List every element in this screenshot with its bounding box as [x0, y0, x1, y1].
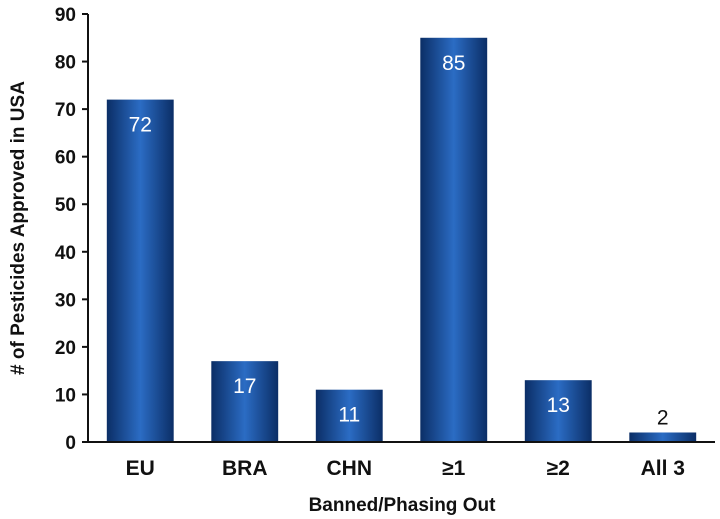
y-tick-label: 90	[55, 5, 76, 26]
y-tick-label: 70	[55, 100, 76, 121]
y-tick-label: 30	[55, 290, 76, 311]
y-tick-label: 0	[65, 433, 76, 454]
x-axis-title: Banned/Phasing Out	[309, 495, 497, 516]
bar	[106, 99, 174, 442]
x-category-label: CHN	[327, 457, 373, 480]
x-category-label: EU	[126, 457, 155, 480]
bar	[524, 380, 592, 442]
bar-data-label: 85	[442, 52, 465, 75]
bar	[315, 389, 383, 442]
x-category-label: BRA	[222, 457, 268, 480]
bars-group: 72 17 11 85 13 2	[106, 37, 697, 443]
y-tick-label: 60	[55, 148, 76, 169]
x-axis-labels: EU BRA CHN ≥1 ≥2 All 3	[126, 457, 685, 480]
y-axis-title: # of Pesticides Approved in USA	[8, 81, 29, 375]
y-tick-label: 20	[55, 338, 76, 359]
bar-data-label: 2	[657, 406, 669, 429]
x-category-label: ≥1	[442, 457, 466, 480]
bar	[420, 37, 488, 443]
y-tick-label: 80	[55, 53, 76, 74]
bar-data-label: 72	[129, 114, 152, 137]
bar	[629, 432, 697, 442]
y-tick-label: 40	[55, 243, 76, 264]
x-category-label: All 3	[641, 457, 685, 480]
bar-data-label: 13	[547, 394, 570, 417]
y-tick-label: 10	[55, 385, 76, 406]
y-tick-label: 50	[55, 195, 76, 216]
bar-data-label: 11	[338, 404, 360, 427]
bar-data-label: 17	[233, 375, 256, 398]
y-axis-ticks: 0 10 20 30 40 50 60 70 80 90	[55, 5, 88, 454]
x-category-label: ≥2	[547, 457, 570, 480]
bar	[211, 361, 279, 442]
